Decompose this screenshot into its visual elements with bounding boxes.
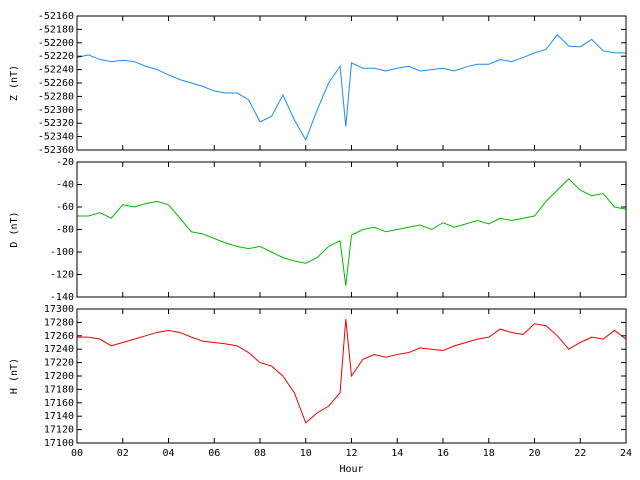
x-tick-label: 06 bbox=[208, 448, 220, 459]
y-tick-label: -80 bbox=[56, 225, 74, 236]
y-tick-label: 17260 bbox=[44, 331, 74, 342]
y-tick-label: -140 bbox=[50, 292, 74, 303]
y-tick-label: -40 bbox=[56, 180, 74, 191]
y-axis-label: Z (nT) bbox=[9, 65, 20, 101]
y-tick-label: -20 bbox=[56, 157, 74, 168]
y-tick-label: -52200 bbox=[38, 38, 74, 49]
y-tick-label: 17140 bbox=[44, 411, 74, 422]
x-tick-label: 10 bbox=[300, 448, 312, 459]
y-tick-label: 17300 bbox=[44, 304, 74, 315]
y-tick-label: 17280 bbox=[44, 317, 74, 328]
data-line bbox=[77, 319, 627, 424]
y-tick-label: -52220 bbox=[38, 51, 74, 62]
x-axis-label: Hour bbox=[339, 464, 363, 475]
y-tick-label: -52320 bbox=[38, 118, 74, 129]
y-tick-label: 17160 bbox=[44, 398, 74, 409]
y-tick-label: 17100 bbox=[44, 438, 74, 449]
y-tick-label: -52280 bbox=[38, 91, 74, 102]
x-tick-label: 02 bbox=[117, 448, 129, 459]
y-tick-label: -52160 bbox=[38, 11, 74, 22]
x-tick-label: 04 bbox=[162, 448, 174, 459]
data-line bbox=[76, 34, 626, 142]
x-tick-label: 08 bbox=[254, 448, 266, 459]
data-line bbox=[77, 178, 627, 286]
y-tick-label: -52260 bbox=[38, 78, 74, 89]
y-tick-label: 17200 bbox=[44, 371, 74, 382]
y-tick-label: 17120 bbox=[44, 425, 74, 436]
y-axis-label: H (nT) bbox=[9, 358, 20, 394]
y-tick-label: -52340 bbox=[38, 132, 74, 143]
x-tick-label: 18 bbox=[483, 448, 495, 459]
y-tick-label: -60 bbox=[56, 202, 74, 213]
y-tick-label: -52180 bbox=[38, 24, 74, 35]
x-tick-label: 16 bbox=[437, 448, 449, 459]
x-tick-label: 20 bbox=[528, 448, 540, 459]
y-tick-label: -52300 bbox=[38, 105, 74, 116]
x-tick-label: 00 bbox=[71, 448, 83, 459]
y-tick-label: 17180 bbox=[44, 384, 74, 395]
plot-frame bbox=[76, 15, 627, 151]
x-tick-label: 14 bbox=[391, 448, 403, 459]
x-tick-label: 22 bbox=[574, 448, 586, 459]
y-tick-label: -52240 bbox=[38, 65, 74, 76]
y-tick-label: -100 bbox=[50, 247, 74, 258]
y-tick-label: 17220 bbox=[44, 358, 74, 369]
y-axis-label: D (nT) bbox=[9, 211, 20, 247]
y-tick-label: 17240 bbox=[44, 344, 74, 355]
y-tick-label: -120 bbox=[50, 270, 74, 281]
plot-frame bbox=[76, 161, 627, 298]
x-tick-label: 24 bbox=[620, 448, 632, 459]
x-tick-label: 12 bbox=[345, 448, 357, 459]
y-tick-label: -52360 bbox=[38, 145, 74, 156]
